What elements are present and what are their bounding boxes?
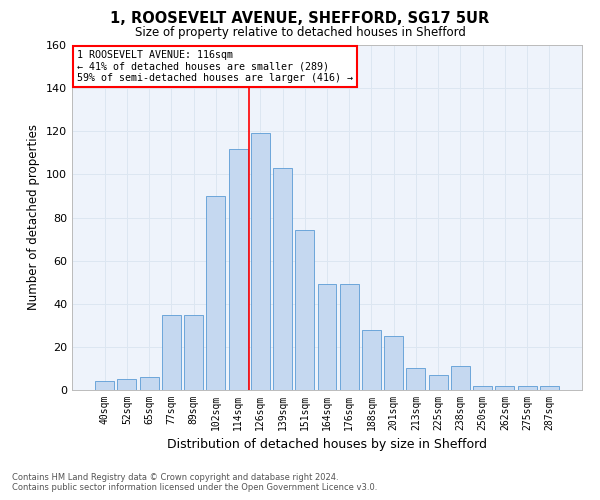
Bar: [295, 230, 314, 390]
Text: 1 ROOSEVELT AVENUE: 116sqm
← 41% of detached houses are smaller (289)
59% of sem: 1 ROOSEVELT AVENUE: 116sqm ← 41% of deta…: [77, 50, 353, 84]
Bar: [273, 168, 292, 390]
Bar: [251, 134, 270, 390]
Text: 1, ROOSEVELT AVENUE, SHEFFORD, SG17 5UR: 1, ROOSEVELT AVENUE, SHEFFORD, SG17 5UR: [110, 11, 490, 26]
Y-axis label: Number of detached properties: Number of detached properties: [28, 124, 40, 310]
Bar: [317, 284, 337, 390]
Bar: [406, 368, 425, 390]
Bar: [384, 336, 403, 390]
Bar: [140, 377, 158, 390]
Bar: [496, 386, 514, 390]
Bar: [429, 375, 448, 390]
Text: Size of property relative to detached houses in Shefford: Size of property relative to detached ho…: [134, 26, 466, 39]
Bar: [340, 284, 359, 390]
Bar: [162, 314, 181, 390]
Bar: [540, 386, 559, 390]
Bar: [362, 330, 381, 390]
Bar: [206, 196, 225, 390]
Bar: [184, 314, 203, 390]
Bar: [118, 379, 136, 390]
Bar: [95, 382, 114, 390]
Bar: [473, 386, 492, 390]
Text: Contains HM Land Registry data © Crown copyright and database right 2024.: Contains HM Land Registry data © Crown c…: [12, 474, 338, 482]
Bar: [451, 366, 470, 390]
X-axis label: Distribution of detached houses by size in Shefford: Distribution of detached houses by size …: [167, 438, 487, 452]
Text: Contains public sector information licensed under the Open Government Licence v3: Contains public sector information licen…: [12, 484, 377, 492]
Bar: [518, 386, 536, 390]
Bar: [229, 148, 248, 390]
